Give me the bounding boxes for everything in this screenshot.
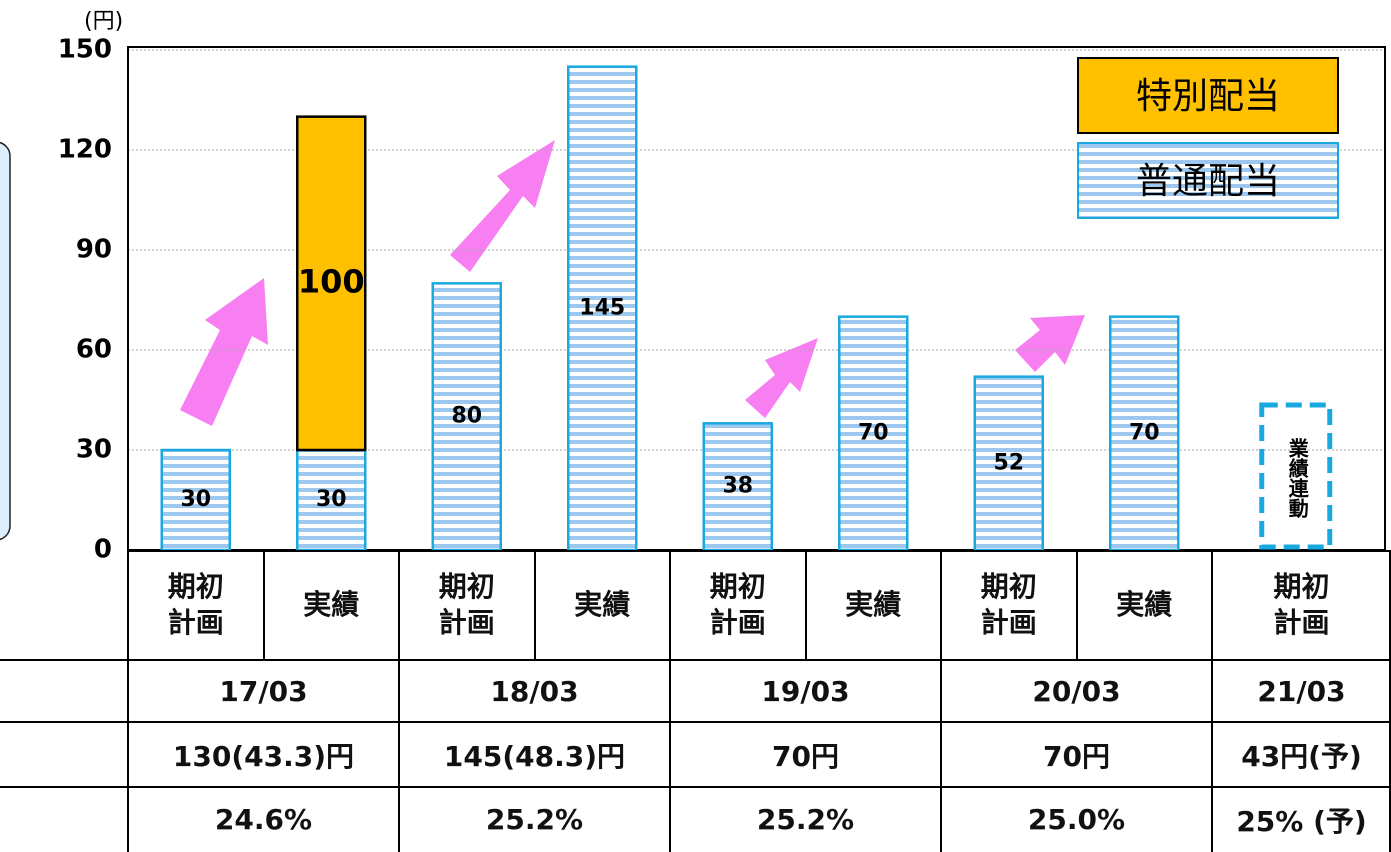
category-label: 期初計画 xyxy=(941,550,1077,660)
periods-text: 17/03 xyxy=(219,674,308,708)
y-tick-label: 30 xyxy=(76,435,112,465)
payout-ratios: 25.0% xyxy=(941,787,1212,852)
category-label-text: 期初計画 xyxy=(438,569,495,639)
y-tick-label: 90 xyxy=(76,235,112,265)
category-label-text: 期初計画 xyxy=(167,569,224,639)
table-line xyxy=(1211,550,1213,852)
y-tick-label: 150 xyxy=(58,35,112,65)
dividends-text: 130(43.3)円 xyxy=(172,739,355,773)
category-label: 実績 xyxy=(1077,550,1213,660)
payout-ratios: 25.2% xyxy=(670,787,941,852)
table-line xyxy=(398,550,400,852)
bar xyxy=(296,115,367,452)
table-line xyxy=(1075,550,1078,660)
dividends: 145(48.3)円 xyxy=(399,722,670,787)
category-label-text: 期初計画 xyxy=(1273,569,1330,639)
dividends: 70円 xyxy=(941,722,1212,787)
periods: 18/03 xyxy=(399,660,670,722)
table-line xyxy=(940,550,942,852)
bar xyxy=(973,375,1044,552)
dividends: 130(43.3)円 xyxy=(128,722,399,787)
table-line xyxy=(262,550,265,660)
data-label: 70 xyxy=(858,420,889,445)
category-label-text: 期初計画 xyxy=(709,569,766,639)
periods: 20/03 xyxy=(941,660,1212,722)
category-label: 期初計画 xyxy=(1212,550,1391,660)
periods-text: 20/03 xyxy=(1032,674,1121,708)
bar xyxy=(296,448,367,552)
y-tick-label: 120 xyxy=(58,135,112,165)
bar xyxy=(1109,315,1180,552)
data-label: 100 xyxy=(298,262,365,300)
periods: 19/03 xyxy=(670,660,941,722)
data-label: 70 xyxy=(1129,420,1160,445)
payout-ratios-text: 25.2% xyxy=(485,803,584,836)
table-line xyxy=(0,786,1391,788)
y-unit: (円) xyxy=(84,9,123,34)
table-line xyxy=(533,550,536,660)
table-line xyxy=(804,550,807,660)
legend-label: 普通配当 xyxy=(1136,161,1280,202)
payout-ratios: 25% (予) xyxy=(1212,787,1391,852)
category-label-text: 実績 xyxy=(303,587,360,621)
dividends: 70円 xyxy=(670,722,941,787)
bar xyxy=(160,448,231,552)
category-label: 期初計画 xyxy=(128,550,264,660)
side-box xyxy=(0,141,11,541)
data-label: 80 xyxy=(451,404,482,429)
category-label-text: 実績 xyxy=(1116,587,1173,621)
periods: 21/03 xyxy=(1212,660,1391,722)
y-tick-label: 0 xyxy=(94,535,112,565)
table-line xyxy=(0,721,1391,723)
dividends-text: 70円 xyxy=(772,739,839,773)
category-label-text: 実績 xyxy=(574,587,631,621)
table-line xyxy=(669,550,671,852)
category-label-text: 実績 xyxy=(845,587,902,621)
category-label: 期初計画 xyxy=(670,550,806,660)
data-label: 30 xyxy=(316,487,347,512)
bar xyxy=(838,315,909,552)
data-label: 38 xyxy=(722,474,753,499)
table-line xyxy=(0,659,1391,661)
table-line xyxy=(127,550,129,852)
table-line xyxy=(1389,550,1391,852)
dividends: 43円(予) xyxy=(1212,722,1391,787)
payout-ratios-text: 25% (予) xyxy=(1236,804,1367,838)
annotation-box xyxy=(1259,402,1333,550)
payout-ratios-text: 25.0% xyxy=(1027,803,1126,836)
periods-text: 18/03 xyxy=(490,674,579,708)
bar xyxy=(702,422,773,552)
periods-text: 21/03 xyxy=(1257,674,1346,708)
table-line xyxy=(128,550,1391,552)
legend-swatch xyxy=(1077,57,1339,134)
payout-ratios: 24.6% xyxy=(128,787,399,852)
category-label: 実績 xyxy=(264,550,400,660)
category-label: 期初計画 xyxy=(399,550,535,660)
data-label: 30 xyxy=(180,487,211,512)
payout-ratios-text: 25.2% xyxy=(756,803,855,836)
periods: 17/03 xyxy=(128,660,399,722)
legend-swatch xyxy=(1077,142,1339,219)
y-tick-label: 60 xyxy=(76,335,112,365)
data-label: 145 xyxy=(579,295,625,320)
dividends-text: 145(48.3)円 xyxy=(443,739,626,773)
annotation: 業績連動 xyxy=(1285,437,1309,519)
legend-label: 特別配当 xyxy=(1136,76,1280,117)
dividends-text: 70円 xyxy=(1043,739,1110,773)
data-label: 52 xyxy=(993,450,1024,475)
category-label: 実績 xyxy=(535,550,671,660)
periods-text: 19/03 xyxy=(761,674,850,708)
arrows xyxy=(180,140,1085,426)
dividends-text: 43円(予) xyxy=(1241,739,1362,773)
category-label: 実績 xyxy=(806,550,942,660)
payout-ratios-text: 24.6% xyxy=(214,803,313,836)
payout-ratios: 25.2% xyxy=(399,787,670,852)
category-label-text: 期初計画 xyxy=(980,569,1037,639)
